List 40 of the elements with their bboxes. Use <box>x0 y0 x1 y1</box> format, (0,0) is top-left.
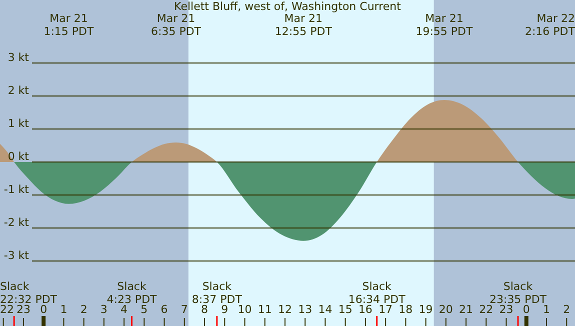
x-tick-label: 20 <box>438 303 453 316</box>
x-tick-label: 10 <box>238 303 252 316</box>
x-tick-label: 15 <box>338 303 352 316</box>
annotation: Mar 21 1:15 PDT <box>44 12 94 38</box>
y-tick-label: -1 kt <box>4 183 30 196</box>
x-tick-label: 19 <box>418 303 433 316</box>
x-tick-label: 14 <box>318 303 332 316</box>
x-tick-label: 18 <box>398 303 413 316</box>
annotation: Mar 21 19:55 PDT <box>416 12 474 38</box>
x-tick-label: 16 <box>358 303 372 316</box>
annotation: Mar 21 6:35 PDT <box>151 12 202 38</box>
x-tick-label: 12 <box>278 303 292 316</box>
y-tick-label: 3 kt <box>8 51 30 64</box>
y-tick-label: 1 kt <box>8 117 30 130</box>
x-tick-label: 21 <box>459 303 474 316</box>
y-tick-label: 2 kt <box>8 84 30 98</box>
chart-title: Kellett Bluff, west of, Washington Current <box>174 0 402 13</box>
x-tick-label: 2 <box>80 303 88 316</box>
x-tick-label: 3 <box>100 303 108 316</box>
x-tick-label: 1 <box>60 303 68 316</box>
x-tick-label: 22 <box>479 303 494 316</box>
x-tick-label: 9 <box>221 303 228 316</box>
y-tick-label: 0 kt <box>8 150 30 164</box>
annotation: Mar 21 12:55 PDT <box>274 12 332 38</box>
annotation: Mar 22 2:16 PDT <box>524 12 575 38</box>
x-tick-label: 22 <box>0 303 14 316</box>
x-tick-label: 6 <box>160 303 168 316</box>
y-tick-label: -3 kt <box>4 249 30 262</box>
x-tick-label: 0 <box>40 303 48 316</box>
x-tick-label: 0 <box>522 303 530 316</box>
x-tick-label: 11 <box>258 303 272 316</box>
x-tick-label: 17 <box>378 303 393 316</box>
x-tick-label: 2 <box>563 303 570 316</box>
y-tick-label: -2 kt <box>4 216 30 229</box>
x-tick-label: 13 <box>298 303 312 316</box>
x-tick-label: 23 <box>499 303 514 316</box>
x-tick-label: 23 <box>16 303 30 316</box>
x-tick-label: 7 <box>180 303 188 316</box>
x-tick-label: 1 <box>543 303 550 316</box>
x-tick-label: 8 <box>201 303 208 316</box>
